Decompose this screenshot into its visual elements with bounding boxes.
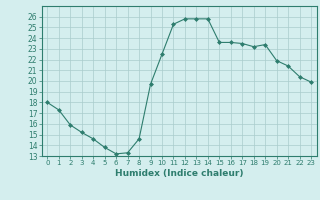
X-axis label: Humidex (Indice chaleur): Humidex (Indice chaleur) — [115, 169, 244, 178]
